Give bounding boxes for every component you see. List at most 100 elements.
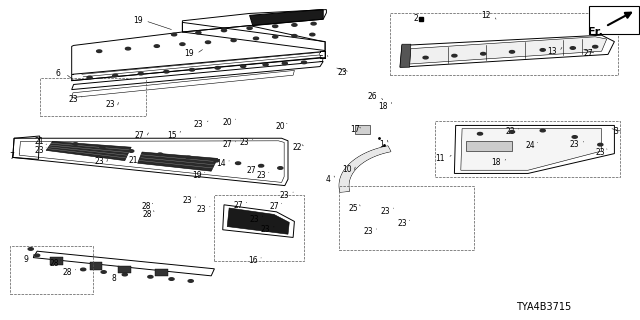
Text: 23: 23 <box>363 228 373 236</box>
Text: 27: 27 <box>246 166 256 175</box>
Text: 26: 26 <box>367 92 378 100</box>
Text: 24: 24 <box>525 141 535 150</box>
Circle shape <box>481 52 486 55</box>
Text: 23: 23 <box>506 127 516 136</box>
Circle shape <box>164 70 169 73</box>
Circle shape <box>278 167 283 169</box>
Circle shape <box>157 153 163 156</box>
Text: 27: 27 <box>269 202 279 211</box>
Text: 17: 17 <box>350 125 360 134</box>
Circle shape <box>292 24 297 26</box>
Circle shape <box>259 164 264 167</box>
Text: 28: 28 <box>63 268 72 277</box>
Text: 23: 23 <box>260 225 271 234</box>
Text: 4: 4 <box>325 175 330 184</box>
Circle shape <box>97 50 102 52</box>
Text: 15: 15 <box>166 131 177 140</box>
Bar <box>118 266 131 273</box>
Bar <box>435 121 620 177</box>
Circle shape <box>301 61 307 64</box>
Text: 19: 19 <box>192 171 202 180</box>
Text: 19: 19 <box>184 49 194 58</box>
Circle shape <box>540 49 545 51</box>
Polygon shape <box>355 125 370 134</box>
Circle shape <box>247 27 252 29</box>
Circle shape <box>253 37 259 40</box>
Bar <box>40 78 146 116</box>
Circle shape <box>273 25 278 28</box>
Circle shape <box>509 131 515 133</box>
Polygon shape <box>339 146 391 192</box>
Text: 28: 28 <box>143 210 152 219</box>
Circle shape <box>452 54 457 57</box>
Bar <box>90 262 102 270</box>
Circle shape <box>180 43 185 45</box>
Circle shape <box>81 268 86 271</box>
Text: 18: 18 <box>492 158 500 167</box>
Text: 19: 19 <box>132 16 143 25</box>
Circle shape <box>189 68 195 71</box>
Circle shape <box>570 47 575 49</box>
Text: 3: 3 <box>613 127 618 136</box>
Circle shape <box>263 63 268 66</box>
Circle shape <box>221 29 227 32</box>
Circle shape <box>122 273 127 276</box>
Polygon shape <box>250 10 323 26</box>
Polygon shape <box>138 152 218 171</box>
Bar <box>390 13 618 75</box>
Circle shape <box>310 33 315 36</box>
Text: 27: 27 <box>222 140 232 149</box>
Bar <box>214 195 304 261</box>
Text: 23: 23 <box>337 68 348 76</box>
Circle shape <box>101 271 106 273</box>
Circle shape <box>129 150 134 152</box>
Text: 18: 18 <box>378 102 387 111</box>
Circle shape <box>28 248 33 250</box>
Text: 28: 28 <box>141 202 150 211</box>
Bar <box>339 186 474 250</box>
Polygon shape <box>227 208 289 234</box>
Text: 22: 22 <box>293 143 302 152</box>
Text: 7: 7 <box>9 152 14 161</box>
Polygon shape <box>46 141 131 161</box>
Bar <box>155 269 168 276</box>
Circle shape <box>215 67 220 69</box>
Polygon shape <box>466 141 512 151</box>
Circle shape <box>572 136 577 138</box>
Text: 27: 27 <box>134 131 145 140</box>
Text: Fr.: Fr. <box>588 13 631 37</box>
Circle shape <box>593 45 598 48</box>
Circle shape <box>100 146 105 148</box>
Text: 23: 23 <box>250 215 260 224</box>
Text: 13: 13 <box>547 47 557 56</box>
Polygon shape <box>461 129 602 170</box>
Circle shape <box>282 62 287 65</box>
Bar <box>10 246 93 294</box>
Text: 20: 20 <box>275 122 285 131</box>
Circle shape <box>148 276 153 278</box>
Circle shape <box>423 56 428 59</box>
Text: 23: 23 <box>94 157 104 166</box>
Text: 16: 16 <box>248 256 258 265</box>
Circle shape <box>311 22 316 25</box>
Circle shape <box>186 156 191 159</box>
Text: 6: 6 <box>55 69 60 78</box>
Circle shape <box>241 65 246 68</box>
Circle shape <box>273 36 278 38</box>
Circle shape <box>138 72 143 75</box>
Text: 21: 21 <box>129 156 138 165</box>
Text: 23: 23 <box>570 140 580 149</box>
Circle shape <box>598 143 603 146</box>
Polygon shape <box>400 44 411 67</box>
Text: 1: 1 <box>379 140 384 149</box>
Circle shape <box>113 74 118 77</box>
Text: 14: 14 <box>216 159 226 168</box>
Text: 23: 23 <box>196 205 207 214</box>
Text: 2: 2 <box>413 14 419 23</box>
Text: TYA4B3715: TYA4B3715 <box>516 301 572 312</box>
Circle shape <box>509 51 515 53</box>
Text: 5: 5 <box>319 55 324 64</box>
Circle shape <box>540 129 545 132</box>
Circle shape <box>87 76 92 79</box>
Circle shape <box>172 33 177 36</box>
